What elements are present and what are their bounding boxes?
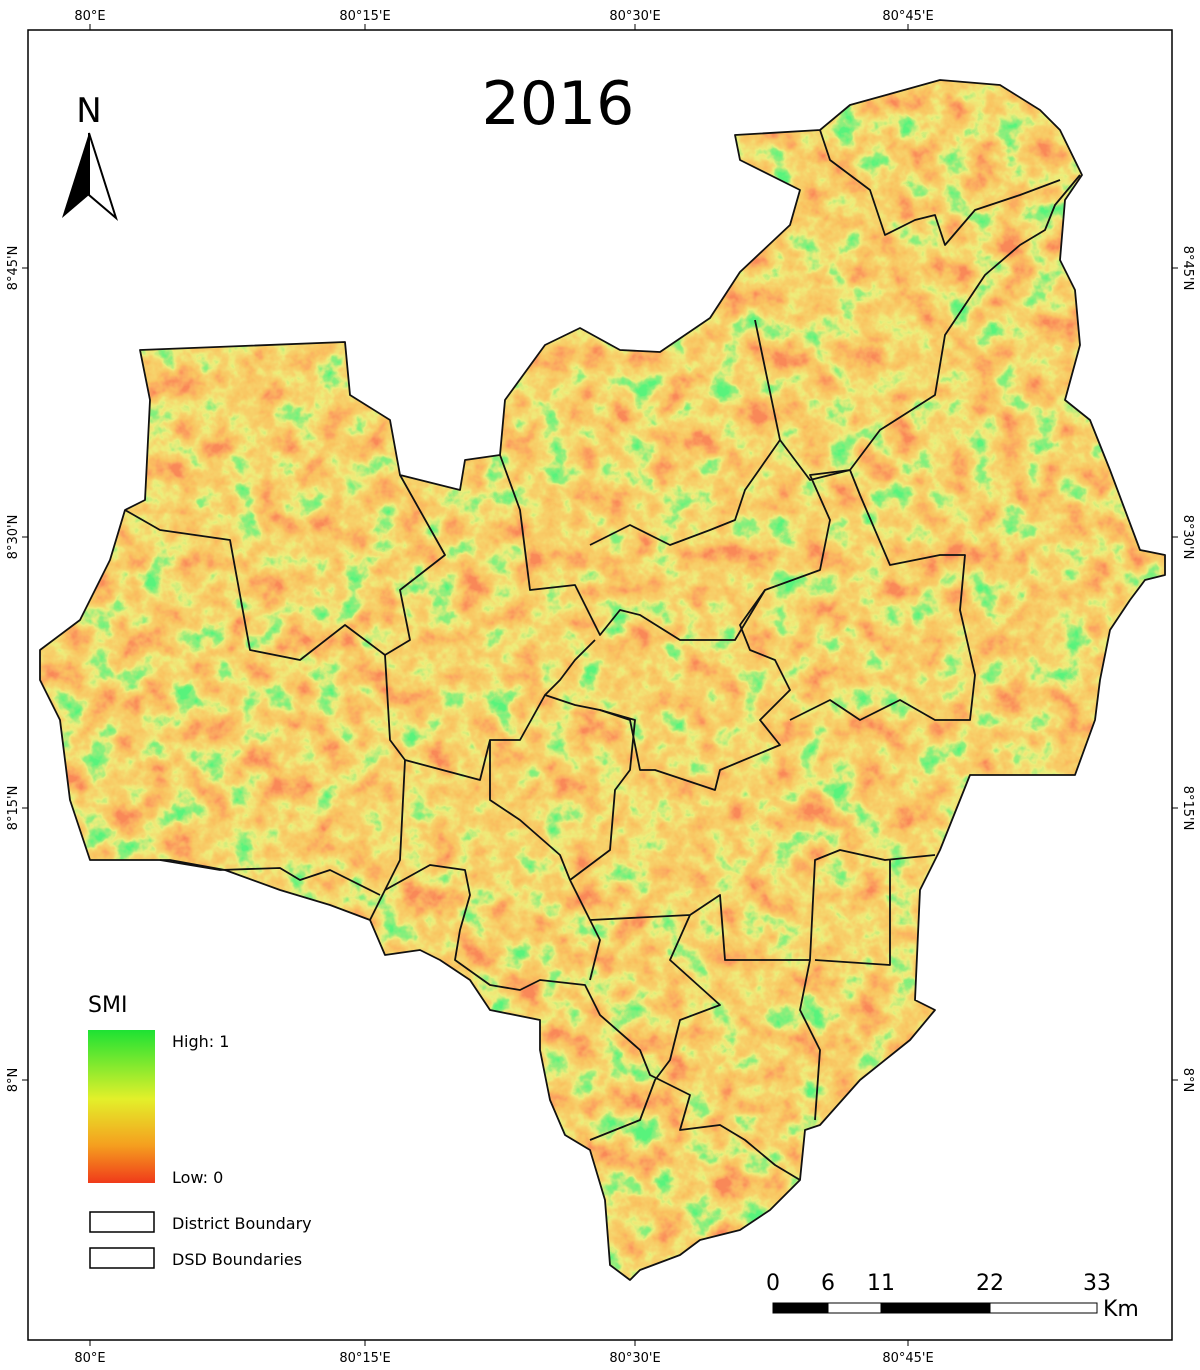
- scale-label: 6: [821, 1271, 835, 1296]
- scale-bar: 0 6 11 22 33 Km: [766, 1271, 1139, 1322]
- lon-label: 80°E: [74, 1351, 105, 1366]
- lon-label: 80°E: [74, 9, 105, 24]
- legend-item: District Boundary: [172, 1214, 312, 1233]
- legend-ramp: [88, 1030, 155, 1183]
- lon-label: 80°30'E: [609, 9, 660, 24]
- scale-label: 22: [976, 1271, 1004, 1296]
- lat-label: 8°N: [6, 1068, 21, 1093]
- scale-label: 0: [766, 1271, 780, 1296]
- lon-label: 80°45'E: [882, 1351, 933, 1366]
- legend-item: DSD Boundaries: [172, 1250, 302, 1269]
- lat-label: 8°15'N: [1180, 786, 1195, 831]
- lon-label: 80°15'E: [339, 9, 390, 24]
- lat-label: 8°45'N: [1180, 246, 1195, 291]
- map-title: 2016: [482, 69, 635, 139]
- lat-label: 8°30'N: [1180, 515, 1195, 560]
- scale-label: 11: [867, 1271, 895, 1296]
- lat-label: 8°45'N: [6, 246, 21, 291]
- lat-label: 8°N: [1180, 1068, 1195, 1093]
- lat-label: 8°30'N: [6, 515, 21, 560]
- scale-label: 33: [1083, 1271, 1111, 1296]
- graticule: 80°E 80°15'E 80°30'E 80°45'E 80°E 80°15'E 80°3…: [6, 9, 1195, 1366]
- lon-label: 80°30'E: [609, 1351, 660, 1366]
- lon-label: 80°15'E: [339, 1351, 390, 1366]
- legend-low: Low: 0: [172, 1168, 223, 1187]
- legend-swatch: [89, 1211, 155, 1233]
- legend: SMI High: 1 Low: 0 District Boundary DSD…: [88, 993, 312, 1269]
- scale-unit: Km: [1103, 1297, 1139, 1322]
- lat-label: 8°15'N: [6, 786, 21, 831]
- legend-swatch: [89, 1247, 155, 1269]
- legend-high: High: 1: [172, 1032, 229, 1051]
- dsd-boundaries: [39, 79, 1166, 1281]
- lon-label: 80°45'E: [882, 9, 933, 24]
- north-arrow: N: [62, 91, 119, 222]
- legend-title: SMI: [88, 993, 127, 1018]
- north-label: N: [76, 91, 101, 131]
